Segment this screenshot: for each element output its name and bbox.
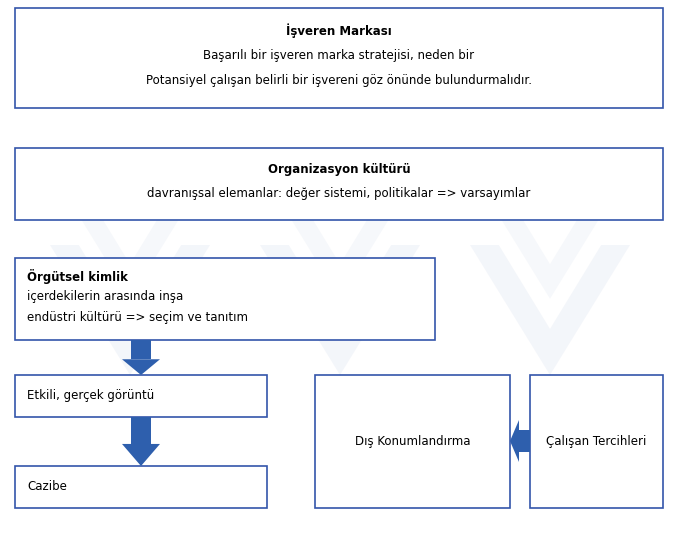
Polygon shape [70,201,190,299]
Polygon shape [510,420,519,462]
Bar [519,430,530,452]
Text: Potansiyel çalışan belirli bir işvereni göz önünde bulundurmalıdır.: Potansiyel çalışan belirli bir işvereni … [146,74,532,87]
Bar [131,340,151,359]
Text: Çalışan Tercihleri: Çalışan Tercihleri [546,435,647,448]
Bar [15,8,663,108]
Text: endüstri kültürü => seçim ve tanıtım: endüstri kültürü => seçim ve tanıtım [27,311,248,324]
Text: İşveren Markası: İşveren Markası [286,23,392,38]
Text: içerdekilerin arasında inşa: içerdekilerin arasında inşa [27,291,183,303]
Polygon shape [490,201,610,299]
Polygon shape [50,245,210,375]
Bar [15,148,663,220]
Text: Cazibe: Cazibe [27,480,67,493]
Text: Etkili, gerçek görüntü: Etkili, gerçek görüntü [27,389,154,402]
Bar [315,375,510,508]
Polygon shape [122,444,160,466]
Text: Örgütsel kimlik: Örgütsel kimlik [27,269,128,284]
Text: davranışsal elemanlar: değer sistemi, politikalar => varsayımlar: davranışsal elemanlar: değer sistemi, po… [148,187,530,200]
Text: Organizasyon kültürü: Organizasyon kültürü [268,163,410,176]
Bar [131,417,151,444]
Text: Başarılı bir işveren marka stratejisi, neden bir: Başarılı bir işveren marka stratejisi, n… [203,49,475,62]
Polygon shape [122,359,160,375]
Bar [15,375,267,417]
Polygon shape [470,245,630,375]
Polygon shape [260,245,420,375]
Text: Dış Konumlandırma: Dış Konumlandırma [355,435,471,448]
Bar [530,375,663,508]
Polygon shape [280,201,400,299]
Bar [15,258,435,340]
Bar [15,466,267,508]
